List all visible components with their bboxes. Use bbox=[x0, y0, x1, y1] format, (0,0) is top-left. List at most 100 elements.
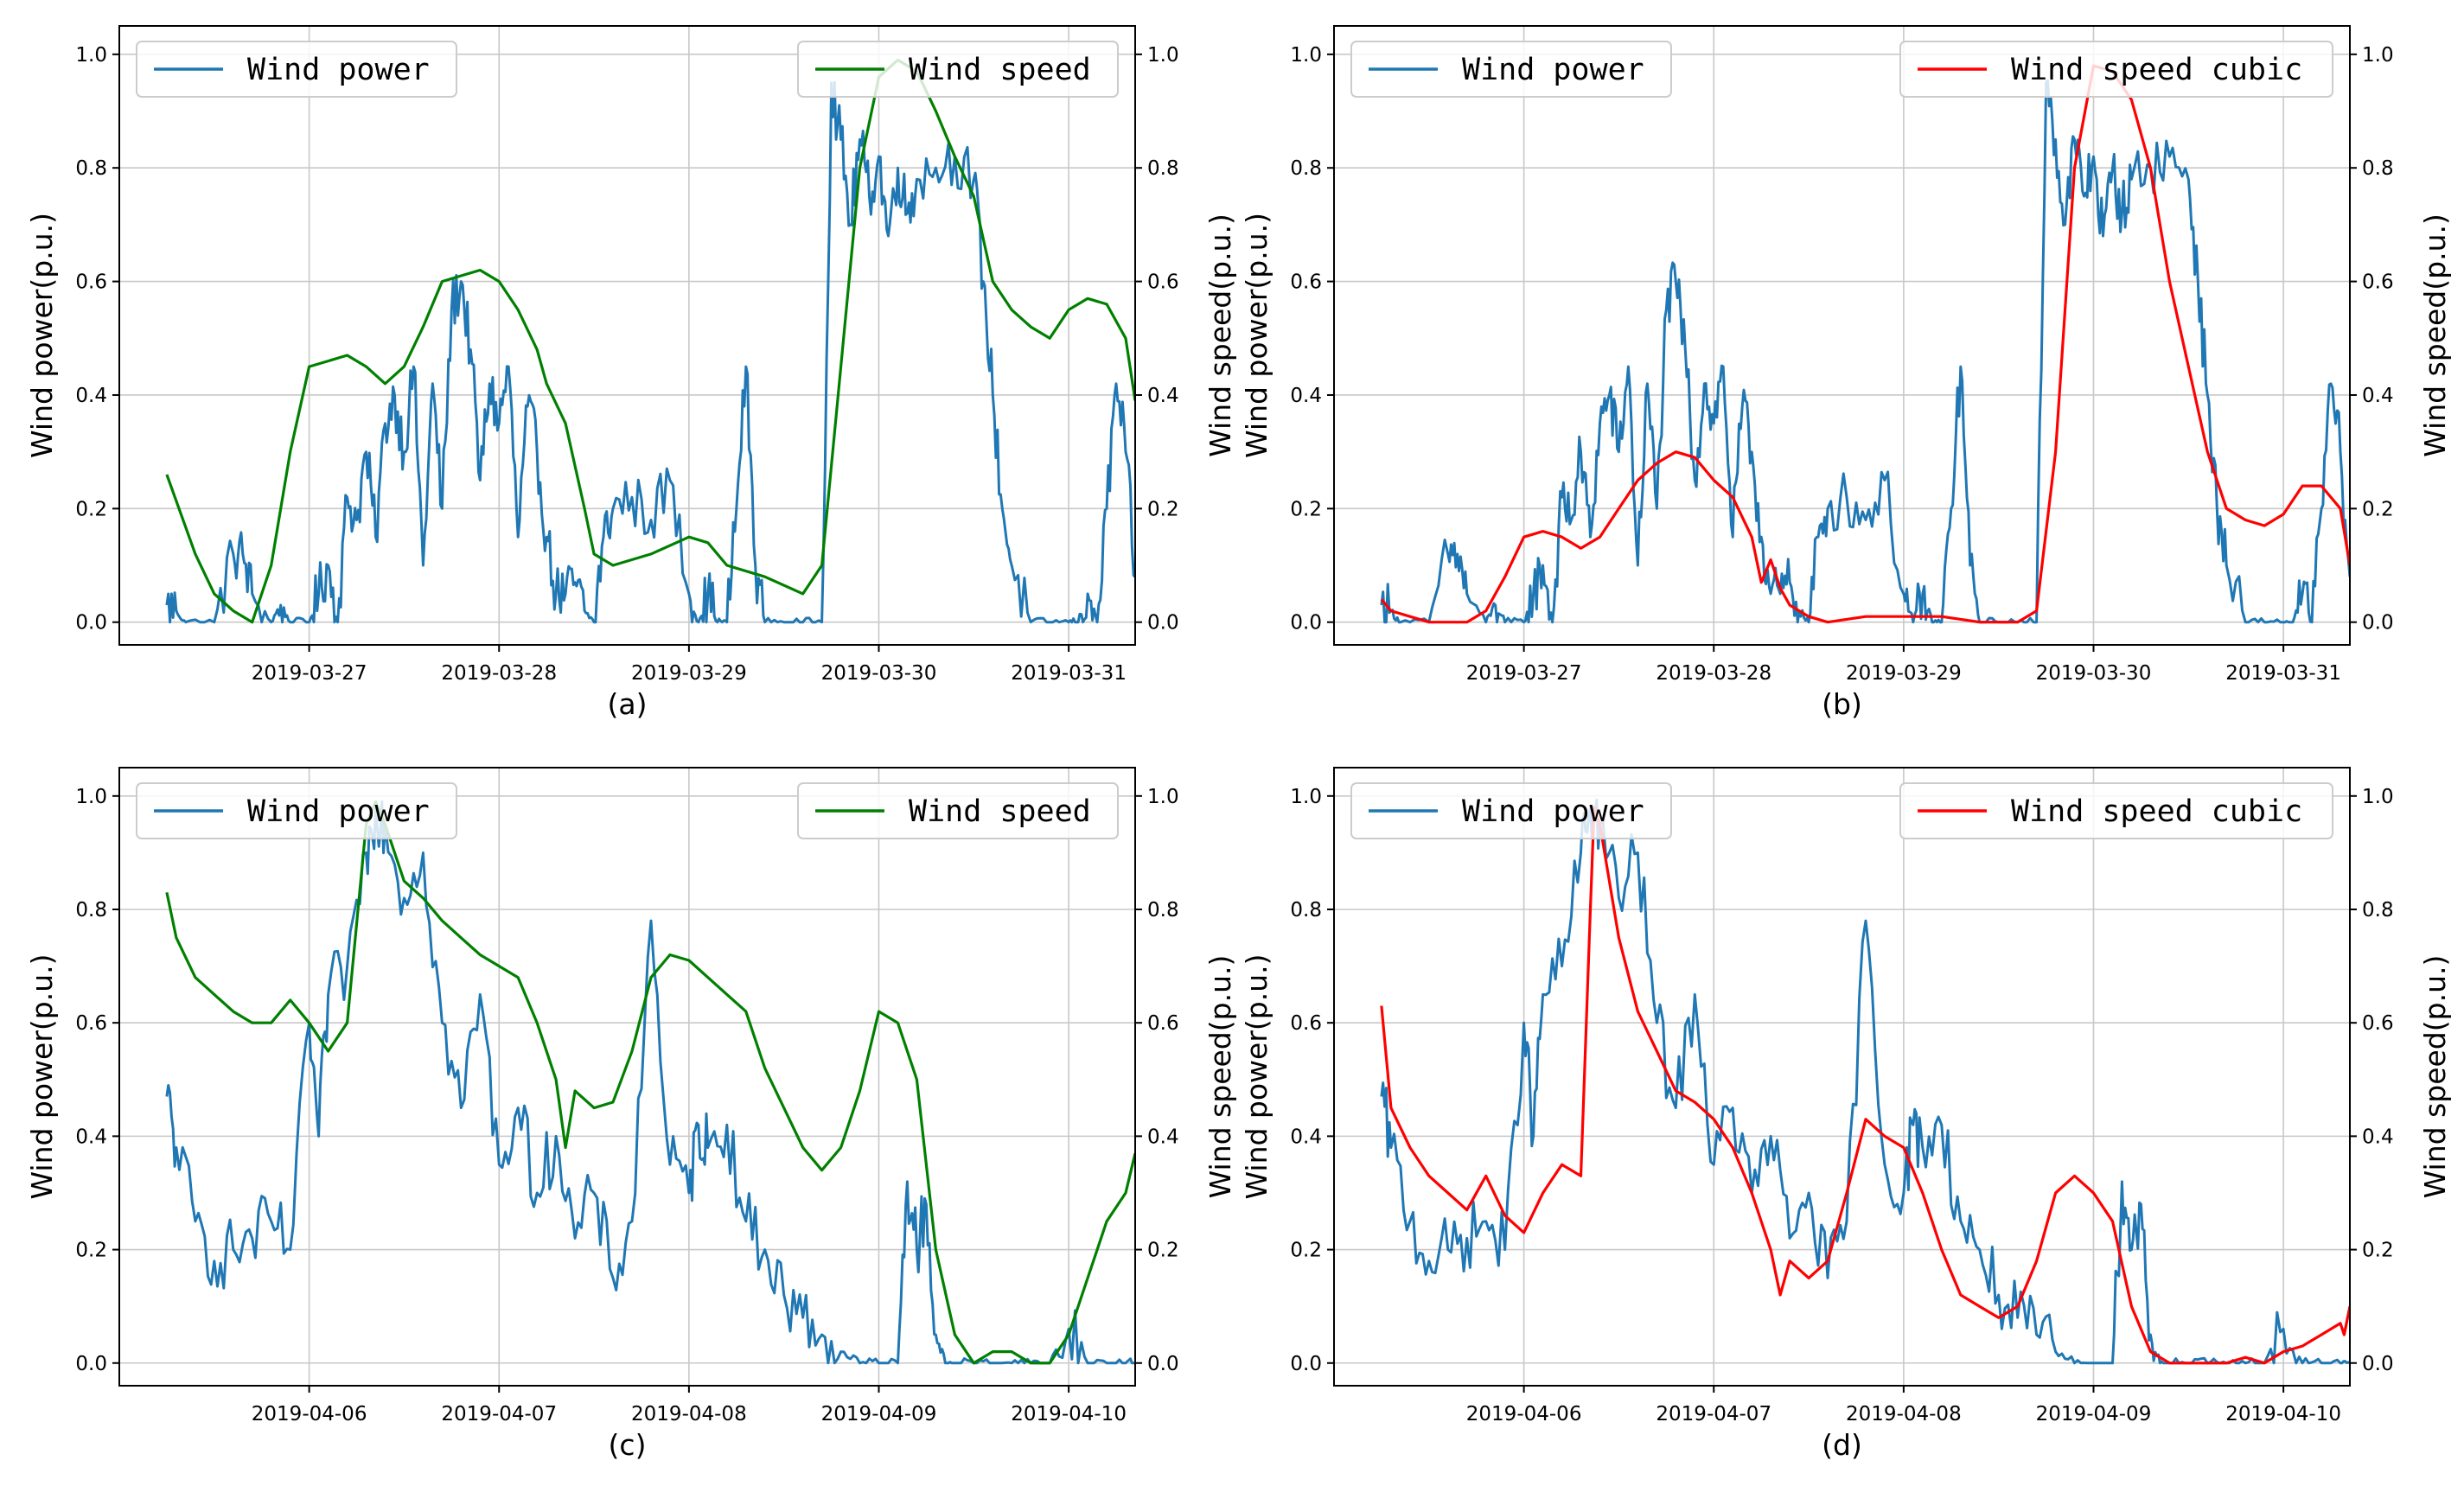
series-line-wind-speed-cubic bbox=[1380, 806, 2350, 1365]
left-y-tick-label: 0.2 bbox=[75, 498, 107, 520]
right-y-tick-label: 0.0 bbox=[1147, 612, 1179, 635]
chart-panel-d: 0.0 0.0 0.2 0.2 0.4 0.4 0.6 0.6 0.8 0.8 1.0 1.0 2019… bbox=[1240, 767, 2452, 1462]
x-tick-label: 2019-03-29 bbox=[631, 662, 747, 685]
left-y-tick-label: 0.2 bbox=[75, 1240, 107, 1262]
x-tick-label: 2019-04-06 bbox=[252, 1403, 367, 1425]
legend-box bbox=[1350, 41, 1672, 98]
left-y-tick-label: 1.0 bbox=[1290, 44, 1322, 67]
legend-label: Wind speed bbox=[909, 53, 1091, 87]
x-tick-label: 2019-03-28 bbox=[441, 662, 557, 685]
right-y-tick-label: 1.0 bbox=[2362, 44, 2394, 67]
chart-panel-b: 0.0 0.0 0.2 0.2 0.4 0.4 0.6 0.6 0.8 0.8 1.0 1.0 2019… bbox=[1240, 25, 2452, 721]
right-y-tick-label: 0.4 bbox=[2362, 1126, 2394, 1148]
left-y-tick-label: 0.8 bbox=[1290, 899, 1322, 922]
x-tick-label: 2019-03-30 bbox=[2036, 662, 2152, 685]
x-tick-label: 2019-03-30 bbox=[821, 662, 937, 685]
right-y-axis-label: Wind speed(p.u.) bbox=[2418, 955, 2452, 1199]
legend-wind-speed: Wind speed bbox=[797, 41, 1119, 98]
right-y-tick-label: 0.6 bbox=[1147, 1012, 1179, 1035]
x-tick-label: 2019-03-28 bbox=[1656, 662, 1771, 685]
series-line-wind-speed bbox=[165, 800, 1135, 1365]
left-y-tick-label: 0.6 bbox=[75, 271, 107, 294]
left-y-tick-label: 0.4 bbox=[75, 1126, 107, 1148]
left-y-tick-label: 0.2 bbox=[1290, 1240, 1322, 1262]
axes-frame bbox=[118, 25, 1136, 646]
right-y-tick-label: 0.8 bbox=[1147, 899, 1179, 922]
legend-wind-power: Wind power bbox=[1350, 41, 1672, 98]
left-y-tick-label: 0.4 bbox=[1290, 1126, 1322, 1148]
legend-label: Wind power bbox=[1462, 53, 1644, 87]
x-tick-label: 2019-04-07 bbox=[1656, 1403, 1771, 1425]
left-y-axis-label: Wind power(p.u.) bbox=[1240, 953, 1273, 1199]
left-y-tick-label: 0.8 bbox=[1290, 157, 1322, 180]
legend-wind-power: Wind power bbox=[136, 41, 457, 98]
legend-label: Wind power bbox=[247, 794, 430, 829]
right-y-tick-label: 0.6 bbox=[1147, 271, 1179, 294]
legend-box bbox=[797, 41, 1119, 98]
axes-frame bbox=[1333, 767, 2351, 1387]
x-tick-label: 2019-03-31 bbox=[2225, 662, 2341, 685]
legend-label: Wind power bbox=[1462, 794, 1644, 829]
panel-caption: (a) bbox=[608, 687, 648, 721]
series-line-wind-speed bbox=[165, 58, 1135, 624]
left-y-axis-label: Wind power(p.u.) bbox=[1240, 213, 1273, 458]
right-y-tick-label: 0.6 bbox=[2362, 1012, 2394, 1035]
right-y-tick-label: 0.0 bbox=[1147, 1353, 1179, 1375]
right-y-tick-label: 0.4 bbox=[1147, 385, 1179, 407]
x-tick-label: 2019-04-06 bbox=[1466, 1403, 1582, 1425]
panels: 0.0 0.0 0.2 0.2 0.4 0.4 0.6 0.6 0.8 0.8 1.0 1.0 2019… bbox=[25, 25, 2452, 1462]
right-y-axis-label: Wind speed(p.u.) bbox=[1203, 214, 1237, 457]
legend-wind-speed-cubic: Wind speed cubic bbox=[1899, 782, 2333, 839]
legend-box bbox=[797, 782, 1119, 839]
legend-label: Wind speed bbox=[909, 794, 1091, 829]
left-y-tick-label: 0.0 bbox=[75, 612, 107, 635]
legend-label: Wind speed cubic bbox=[2011, 794, 2302, 829]
series-line-wind-power bbox=[1380, 79, 2350, 624]
x-tick-label: 2019-04-10 bbox=[2225, 1403, 2341, 1425]
chart-panel-c: 0.0 0.0 0.2 0.2 0.4 0.4 0.6 0.6 0.8 0.8 1.0 1.0 2019… bbox=[25, 767, 1237, 1462]
left-y-axis-label: Wind power(p.u.) bbox=[25, 953, 59, 1199]
series-line-wind-power bbox=[165, 800, 1135, 1365]
x-tick-label: 2019-03-27 bbox=[1466, 662, 1582, 685]
right-y-tick-label: 0.4 bbox=[2362, 385, 2394, 407]
x-tick-label: 2019-04-09 bbox=[2036, 1403, 2152, 1425]
left-y-tick-label: 0.6 bbox=[75, 1012, 107, 1035]
right-y-tick-label: 0.2 bbox=[2362, 1240, 2394, 1262]
series-line-wind-power bbox=[1380, 798, 2350, 1365]
left-y-tick-label: 1.0 bbox=[75, 786, 107, 808]
x-tick-label: 2019-04-08 bbox=[1846, 1403, 1962, 1425]
axes-frame bbox=[118, 767, 1136, 1387]
legend-wind-speed-cubic: Wind speed cubic bbox=[1899, 41, 2333, 98]
x-tick-label: 2019-04-07 bbox=[441, 1403, 557, 1425]
legend-wind-power: Wind power bbox=[1350, 782, 1672, 839]
left-y-tick-label: 0.8 bbox=[75, 157, 107, 180]
left-y-tick-label: 0.0 bbox=[1290, 612, 1322, 635]
x-tick-label: 2019-03-31 bbox=[1011, 662, 1127, 685]
left-y-tick-label: 0.6 bbox=[1290, 271, 1322, 294]
right-y-tick-label: 1.0 bbox=[2362, 786, 2394, 808]
x-tick-label: 2019-03-27 bbox=[252, 662, 367, 685]
x-tick-label: 2019-03-29 bbox=[1846, 662, 1962, 685]
left-y-tick-label: 0.2 bbox=[1290, 498, 1322, 520]
left-y-tick-label: 1.0 bbox=[75, 44, 107, 67]
legend-wind-power: Wind power bbox=[136, 782, 457, 839]
axes-frame bbox=[1333, 25, 2351, 646]
panel-caption: (c) bbox=[609, 1428, 647, 1462]
left-y-tick-label: 0.0 bbox=[75, 1353, 107, 1375]
right-y-tick-label: 0.0 bbox=[2362, 1353, 2394, 1375]
right-y-tick-label: 1.0 bbox=[1147, 786, 1179, 808]
right-y-tick-label: 0.8 bbox=[2362, 157, 2394, 180]
right-y-axis-label: Wind speed(p.u.) bbox=[1203, 955, 1237, 1199]
panel-caption: (b) bbox=[1822, 687, 1862, 721]
series-line-wind-power bbox=[165, 80, 1135, 624]
panel-caption: (d) bbox=[1822, 1428, 1862, 1462]
legend-box bbox=[1899, 41, 2333, 98]
left-y-tick-label: 0.4 bbox=[75, 385, 107, 407]
right-y-tick-label: 0.0 bbox=[2362, 612, 2394, 635]
x-tick-label: 2019-04-10 bbox=[1011, 1403, 1127, 1425]
right-y-tick-label: 0.6 bbox=[2362, 271, 2394, 294]
right-y-tick-label: 0.4 bbox=[1147, 1126, 1179, 1148]
right-y-tick-label: 0.2 bbox=[2362, 498, 2394, 520]
